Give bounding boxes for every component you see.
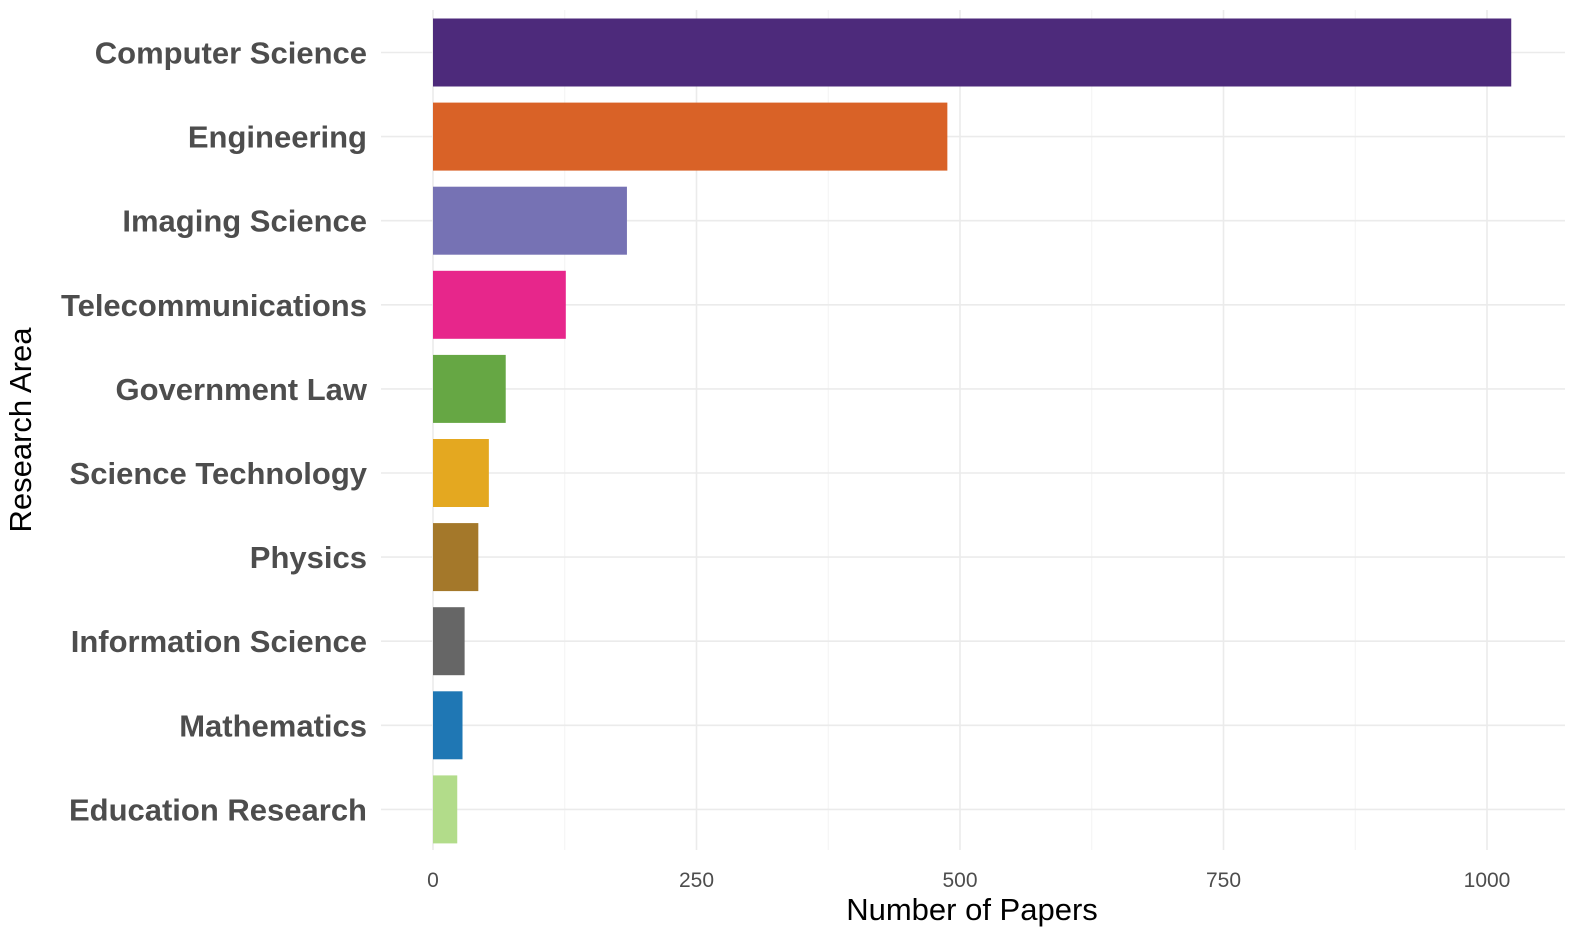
x-tick-label: 1000 xyxy=(1464,869,1511,892)
x-tick-label: 0 xyxy=(427,869,439,892)
y-axis-title: Research Area xyxy=(3,327,38,533)
category-label: Government Law xyxy=(116,372,368,407)
category-label: Mathematics xyxy=(179,708,367,743)
x-tick-label: 750 xyxy=(1206,869,1241,892)
category-label: Science Technology xyxy=(70,456,368,491)
x-tick-labels: 0 250 500 750 1000 xyxy=(427,869,1510,892)
bar-imaging-science xyxy=(433,186,627,255)
x-tick-label: 250 xyxy=(679,869,714,892)
bar-information-science xyxy=(433,607,465,676)
bar-science-technology xyxy=(433,439,489,507)
category-label: Engineering xyxy=(188,120,367,155)
bar-engineering xyxy=(433,102,948,171)
category-label: Computer Science xyxy=(95,36,367,71)
bar-layer xyxy=(433,18,1512,844)
bar-education-research xyxy=(433,775,458,844)
category-label: Physics xyxy=(250,540,367,575)
category-label: Education Research xyxy=(69,792,367,827)
category-label: Telecommunications xyxy=(61,288,367,323)
category-labels: Computer Science Engineering Imaging Scien… xyxy=(61,36,368,828)
category-label: Imaging Science xyxy=(122,204,367,239)
category-label: Information Science xyxy=(71,624,367,659)
bar-government-law xyxy=(433,354,506,423)
bar-computer-science xyxy=(433,18,1512,87)
bar-telecommunications xyxy=(433,270,566,339)
bar-physics xyxy=(433,523,479,592)
x-tick-label: 500 xyxy=(942,869,977,892)
bar-mathematics xyxy=(433,691,463,760)
x-axis-title: Number of Papers xyxy=(846,892,1098,927)
